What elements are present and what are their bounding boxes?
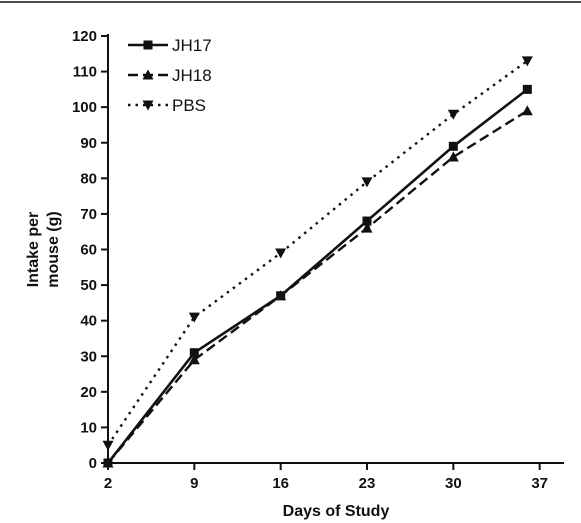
y-axis-title-line-2: mouse (g) bbox=[45, 211, 62, 287]
legend-marker-pbs bbox=[142, 100, 154, 111]
data-point-jh18 bbox=[102, 457, 114, 468]
data-point-jh17 bbox=[362, 216, 372, 226]
data-point-pbs bbox=[102, 440, 114, 451]
legend-marker-jh18 bbox=[142, 69, 154, 80]
y-axis-title-line-1: Intake per bbox=[25, 212, 42, 288]
legend: JH17 JH18 PBS bbox=[128, 36, 212, 115]
data-point-pbs bbox=[275, 248, 287, 259]
legend-label-jh17: JH17 bbox=[172, 36, 212, 55]
y-tick-label: 90 bbox=[80, 135, 97, 152]
y-tick-label: 20 bbox=[80, 384, 97, 401]
y-tick-label: 110 bbox=[73, 64, 97, 81]
data-point-jh18 bbox=[521, 105, 533, 116]
series-line-pbs bbox=[107, 59, 529, 446]
data-point-jh17 bbox=[522, 84, 532, 94]
y-tick-label: 50 bbox=[80, 277, 97, 294]
axes: 0 10 20 30 40 50 60 70 80 90 100 110 120 2 9 16 23 30 37 bbox=[72, 28, 564, 492]
data-point-jh18 bbox=[188, 354, 200, 365]
data-point-jh17 bbox=[448, 141, 458, 151]
series-jh18 bbox=[102, 105, 533, 468]
y-tick-label: 80 bbox=[80, 170, 97, 187]
data-point-pbs bbox=[361, 177, 373, 188]
legend-label-pbs: PBS bbox=[172, 96, 206, 115]
x-tick-label: 37 bbox=[531, 475, 548, 492]
y-tick-label: 30 bbox=[80, 348, 97, 365]
series-layer bbox=[102, 56, 533, 468]
series-jh17 bbox=[103, 84, 532, 468]
x-axis-title: Days of Study bbox=[283, 503, 390, 520]
data-point-pbs bbox=[521, 56, 533, 67]
x-tick-label: 30 bbox=[445, 475, 462, 492]
x-tick-label: 2 bbox=[104, 475, 112, 492]
y-tick-label: 60 bbox=[80, 242, 97, 259]
data-point-pbs bbox=[188, 312, 200, 323]
data-point-jh17 bbox=[189, 348, 199, 358]
legend-label-jh18: JH18 bbox=[172, 66, 212, 85]
y-tick-label: 70 bbox=[80, 206, 97, 223]
y-tick-label: 40 bbox=[80, 313, 97, 330]
legend-item-jh18: JH18 bbox=[128, 66, 212, 85]
data-point-jh18 bbox=[361, 222, 373, 233]
y-tick-label: 120 bbox=[72, 28, 97, 45]
y-tick-label: 100 bbox=[72, 99, 97, 116]
x-tick-label: 16 bbox=[272, 475, 289, 492]
series-line-jh17 bbox=[106, 88, 529, 464]
series-line-jh18 bbox=[107, 109, 528, 464]
y-tick-label: 0 bbox=[89, 455, 97, 472]
series-pbs bbox=[102, 56, 533, 451]
y-tick-label: 10 bbox=[80, 419, 97, 436]
x-tick-label: 9 bbox=[190, 475, 198, 492]
x-tick-label: 23 bbox=[359, 475, 376, 492]
data-point-pbs bbox=[447, 109, 459, 120]
data-point-jh18 bbox=[275, 290, 287, 301]
legend-item-pbs: PBS bbox=[128, 96, 206, 115]
legend-item-jh17: JH17 bbox=[128, 36, 212, 55]
legend-marker-jh17 bbox=[143, 40, 153, 50]
data-point-jh18 bbox=[447, 151, 459, 162]
